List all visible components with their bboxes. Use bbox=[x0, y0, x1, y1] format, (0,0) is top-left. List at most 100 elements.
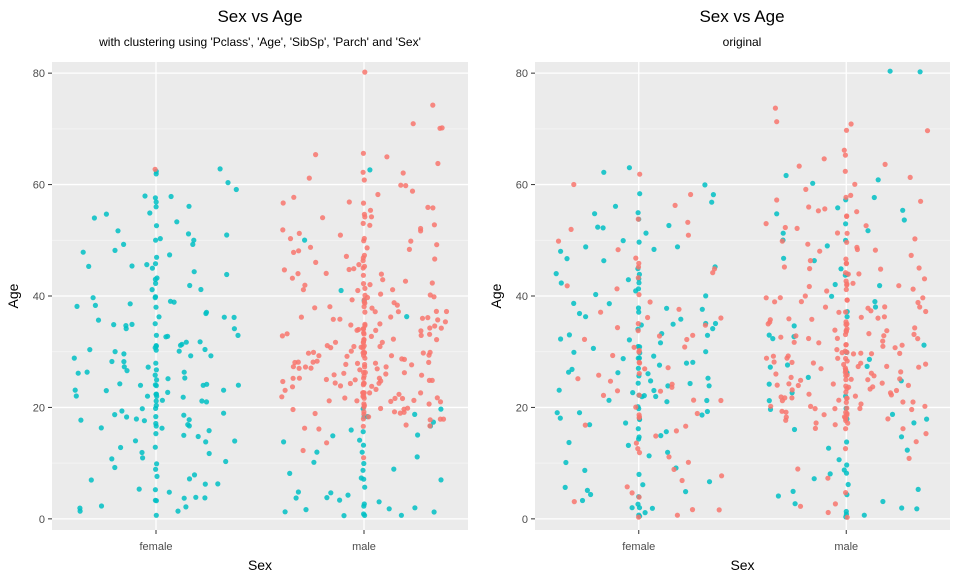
data-point bbox=[360, 416, 366, 422]
data-point bbox=[880, 498, 886, 505]
data-point bbox=[912, 325, 918, 331]
y-tick-label: 60 bbox=[516, 180, 528, 192]
data-point bbox=[791, 339, 797, 345]
data-point bbox=[154, 275, 160, 281]
data-point bbox=[137, 382, 144, 388]
data-point bbox=[362, 292, 368, 298]
data-point bbox=[889, 411, 896, 417]
data-point bbox=[414, 454, 420, 460]
data-point bbox=[98, 503, 105, 509]
data-point bbox=[90, 295, 96, 301]
data-point bbox=[646, 453, 652, 459]
data-point bbox=[153, 414, 159, 420]
data-point bbox=[865, 228, 871, 234]
data-point bbox=[185, 422, 191, 428]
data-point bbox=[872, 304, 879, 310]
data-point bbox=[843, 399, 849, 405]
data-point bbox=[287, 470, 293, 476]
data-point bbox=[391, 409, 398, 415]
data-point bbox=[360, 150, 366, 156]
data-point bbox=[803, 186, 809, 192]
data-point bbox=[296, 230, 302, 236]
data-point bbox=[844, 230, 850, 236]
data-point bbox=[203, 309, 210, 315]
data-point bbox=[282, 509, 288, 515]
data-point bbox=[631, 344, 637, 350]
data-point bbox=[351, 343, 357, 350]
data-point bbox=[636, 505, 643, 511]
data-point bbox=[323, 376, 329, 383]
data-point bbox=[401, 406, 407, 412]
data-point bbox=[791, 323, 797, 329]
data-point bbox=[383, 371, 389, 377]
data-point bbox=[558, 336, 564, 342]
data-point bbox=[121, 364, 127, 370]
data-point bbox=[361, 343, 367, 349]
data-point bbox=[571, 349, 577, 355]
data-point bbox=[144, 393, 151, 399]
data-point bbox=[595, 224, 601, 230]
data-point bbox=[404, 314, 410, 320]
data-point bbox=[888, 392, 895, 398]
data-point bbox=[635, 275, 641, 281]
data-point bbox=[827, 471, 833, 477]
data-point bbox=[773, 371, 779, 377]
data-point bbox=[806, 283, 812, 290]
data-point bbox=[562, 484, 568, 490]
data-point bbox=[575, 376, 581, 382]
data-point bbox=[583, 314, 589, 320]
data-point bbox=[598, 309, 604, 315]
data-point bbox=[689, 507, 696, 513]
data-point bbox=[583, 244, 589, 250]
data-point bbox=[406, 246, 412, 252]
data-point bbox=[808, 403, 814, 409]
chart-panel-2: 0 20 40 60 80 female male Sex vs Age original Sex… bbox=[488, 7, 950, 573]
data-point bbox=[633, 255, 639, 261]
data-point bbox=[282, 387, 288, 393]
data-point bbox=[355, 287, 361, 294]
data-point bbox=[198, 286, 204, 293]
data-point bbox=[362, 484, 368, 490]
data-point bbox=[391, 466, 397, 472]
data-point bbox=[832, 422, 838, 428]
data-point bbox=[846, 384, 852, 390]
data-point bbox=[636, 514, 642, 520]
data-point bbox=[786, 316, 792, 322]
data-point bbox=[835, 205, 841, 211]
data-point bbox=[313, 152, 319, 158]
data-point bbox=[844, 239, 850, 245]
data-point bbox=[434, 337, 440, 343]
data-point bbox=[863, 223, 869, 229]
data-point bbox=[360, 169, 366, 175]
data-point bbox=[768, 403, 774, 409]
data-point bbox=[224, 271, 230, 278]
data-point bbox=[816, 340, 822, 346]
data-point bbox=[635, 328, 641, 334]
data-point bbox=[666, 222, 672, 229]
y-tick-label: 20 bbox=[516, 402, 528, 414]
data-point bbox=[361, 330, 367, 336]
data-point bbox=[807, 266, 813, 272]
data-point bbox=[418, 332, 424, 338]
data-point bbox=[383, 364, 389, 370]
data-point bbox=[844, 372, 850, 378]
data-point bbox=[841, 467, 847, 473]
data-point bbox=[199, 398, 205, 404]
data-point bbox=[825, 509, 831, 516]
data-point bbox=[361, 409, 367, 415]
data-point bbox=[419, 372, 425, 378]
data-point bbox=[366, 414, 372, 420]
data-point bbox=[635, 216, 641, 222]
data-point bbox=[153, 420, 159, 427]
data-point bbox=[842, 415, 849, 421]
data-point bbox=[858, 314, 864, 320]
data-point bbox=[139, 406, 145, 412]
data-point bbox=[362, 285, 368, 291]
data-point bbox=[176, 348, 182, 354]
data-point bbox=[86, 263, 92, 269]
data-point bbox=[291, 194, 297, 200]
data-point bbox=[582, 422, 588, 428]
data-point bbox=[641, 393, 647, 399]
data-point bbox=[771, 359, 777, 365]
data-point bbox=[699, 412, 705, 418]
